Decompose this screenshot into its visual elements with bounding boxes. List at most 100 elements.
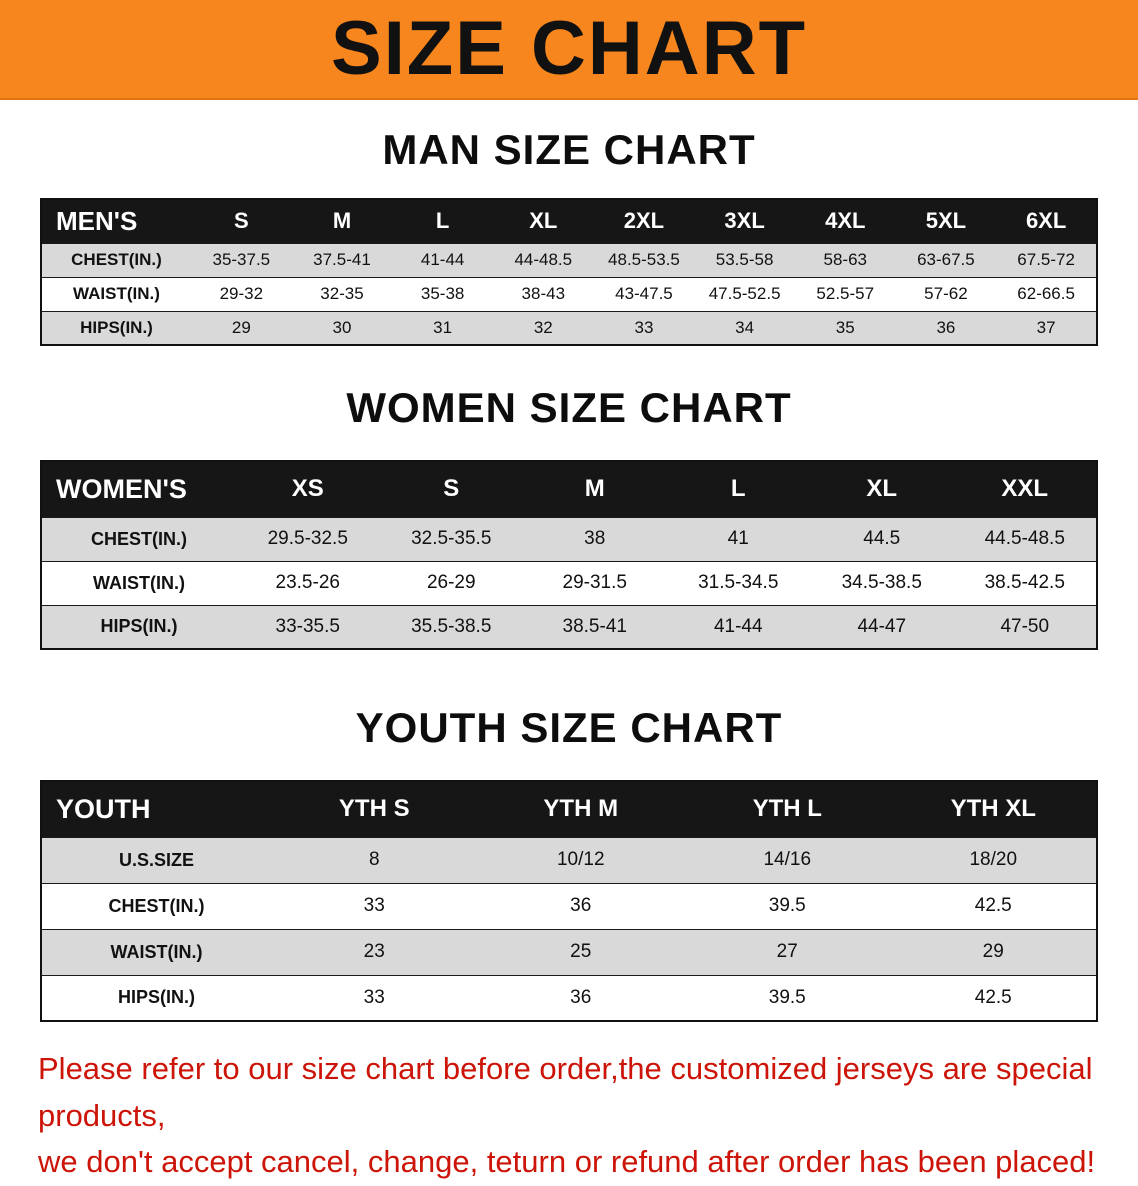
- size-value-cell: 35.5-38.5: [379, 604, 523, 649]
- size-header-cell: 2XL: [593, 199, 695, 243]
- size-header-cell: YTH XL: [890, 781, 1097, 837]
- size-value-cell: 33: [271, 974, 478, 1021]
- size-value-cell: 29: [890, 928, 1097, 975]
- size-value-cell: 32-35: [291, 276, 393, 311]
- size-value-cell: 67.5-72: [996, 242, 1097, 277]
- banner-title: SIZE CHART: [331, 6, 807, 91]
- size-header-cell: S: [379, 461, 523, 517]
- size-value-cell: 47.5-52.5: [694, 276, 795, 311]
- man-size-chart-section: MAN SIZE CHART MEN'S S M L XL 2XL 3XL 4XL 5XL 6XL…: [0, 126, 1138, 346]
- table-row: HIPS(IN.) 29 30 31 32 33 34 35 36 37: [41, 310, 1097, 345]
- size-header-cell: XS: [236, 461, 380, 517]
- size-value-cell: 14/16: [684, 836, 891, 883]
- table-row: WAIST(IN.) 23.5-26 26-29 29-31.5 31.5-34.5 34…: [41, 560, 1097, 605]
- size-value-cell: 38-43: [492, 276, 594, 311]
- row-label-cell: WAIST(IN.): [41, 276, 191, 311]
- size-value-cell: 39.5: [684, 882, 891, 929]
- size-value-cell: 23: [271, 928, 478, 975]
- table-row: CHEST(IN.) 29.5-32.5 32.5-35.5 38 41 44.5 44.5…: [41, 516, 1097, 561]
- size-value-cell: 27: [684, 928, 891, 975]
- size-value-cell: 42.5: [890, 974, 1097, 1021]
- size-value-cell: 34: [694, 310, 795, 345]
- table-row: CHEST(IN.) 33 36 39.5 42.5: [41, 882, 1097, 929]
- women-size-table: WOMEN'S XS S M L XL XXL CHEST(IN.) 29.5-32.5 32.5…: [40, 460, 1098, 650]
- size-value-cell: 35: [794, 310, 896, 345]
- size-value-cell: 29-32: [191, 276, 292, 311]
- table-title-cell: MEN'S: [41, 199, 191, 243]
- size-value-cell: 41-44: [392, 242, 493, 277]
- youth-size-chart-section: YOUTH SIZE CHART YOUTH YTH S YTH M YTH L YTH…: [0, 704, 1138, 1022]
- size-value-cell: 57-62: [895, 276, 997, 311]
- table-row: HIPS(IN.) 33-35.5 35.5-38.5 38.5-41 41-44 44-…: [41, 604, 1097, 649]
- table-row: HIPS(IN.) 33 36 39.5 42.5: [41, 974, 1097, 1021]
- size-value-cell: 33-35.5: [236, 604, 380, 649]
- size-header-cell: XL: [492, 199, 594, 243]
- size-value-cell: 31: [392, 310, 493, 345]
- size-header-cell: 6XL: [996, 199, 1097, 243]
- youth-size-chart-heading: YOUTH SIZE CHART: [355, 704, 783, 751]
- size-value-cell: 58-63: [794, 242, 896, 277]
- table-header-row: WOMEN'S XS S M L XL XXL: [41, 461, 1097, 517]
- row-label-cell: HIPS(IN.): [41, 604, 236, 649]
- size-value-cell: 42.5: [890, 882, 1097, 929]
- size-value-cell: 43-47.5: [593, 276, 695, 311]
- size-header-cell: S: [191, 199, 292, 243]
- size-value-cell: 36: [477, 974, 684, 1021]
- size-value-cell: 44.5: [810, 516, 954, 561]
- size-header-cell: 5XL: [895, 199, 997, 243]
- size-header-cell: YTH S: [271, 781, 478, 837]
- size-value-cell: 41-44: [666, 604, 810, 649]
- table-header-row: YOUTH YTH S YTH M YTH L YTH XL: [41, 781, 1097, 837]
- row-label-cell: WAIST(IN.): [41, 928, 271, 975]
- size-value-cell: 35-38: [392, 276, 493, 311]
- size-value-cell: 37.5-41: [291, 242, 393, 277]
- row-label-cell: U.S.SIZE: [41, 836, 271, 883]
- disclaimer-line-1: Please refer to our size chart before or…: [38, 1051, 1093, 1133]
- size-header-cell: 4XL: [794, 199, 896, 243]
- size-value-cell: 48.5-53.5: [593, 242, 695, 277]
- size-value-cell: 38.5-41: [523, 604, 667, 649]
- size-chart-banner: SIZE CHART: [0, 0, 1138, 100]
- size-value-cell: 29: [191, 310, 292, 345]
- table-row: CHEST(IN.) 35-37.5 37.5-41 41-44 44-48.5 48.5…: [41, 242, 1097, 277]
- size-value-cell: 18/20: [890, 836, 1097, 883]
- size-value-cell: 23.5-26: [236, 560, 380, 605]
- size-header-cell: YTH M: [477, 781, 684, 837]
- size-value-cell: 36: [895, 310, 997, 345]
- size-value-cell: 32.5-35.5: [379, 516, 523, 561]
- row-label-cell: CHEST(IN.): [41, 242, 191, 277]
- size-value-cell: 36: [477, 882, 684, 929]
- row-label-cell: HIPS(IN.): [41, 310, 191, 345]
- size-value-cell: 44-47: [810, 604, 954, 649]
- size-header-cell: XXL: [953, 461, 1097, 517]
- size-value-cell: 52.5-57: [794, 276, 896, 311]
- table-header-row: MEN'S S M L XL 2XL 3XL 4XL 5XL 6XL: [41, 199, 1097, 243]
- size-value-cell: 44-48.5: [492, 242, 594, 277]
- size-value-cell: 37: [996, 310, 1097, 345]
- size-value-cell: 33: [271, 882, 478, 929]
- size-value-cell: 25: [477, 928, 684, 975]
- table-title-cell: YOUTH: [41, 781, 271, 837]
- youth-size-table: YOUTH YTH S YTH M YTH L YTH XL U.S.SIZE 8 10/12…: [40, 780, 1098, 1022]
- table-row: WAIST(IN.) 29-32 32-35 35-38 38-43 43-47.5 47.…: [41, 276, 1097, 311]
- size-value-cell: 38.5-42.5: [953, 560, 1097, 605]
- size-value-cell: 63-67.5: [895, 242, 997, 277]
- size-value-cell: 47-50: [953, 604, 1097, 649]
- table-row: WAIST(IN.) 23 25 27 29: [41, 928, 1097, 975]
- size-value-cell: 30: [291, 310, 393, 345]
- size-value-cell: 35-37.5: [191, 242, 292, 277]
- size-value-cell: 10/12: [477, 836, 684, 883]
- size-value-cell: 8: [271, 836, 478, 883]
- size-header-cell: L: [392, 199, 493, 243]
- size-header-cell: XL: [810, 461, 954, 517]
- size-header-cell: YTH L: [684, 781, 891, 837]
- size-value-cell: 44.5-48.5: [953, 516, 1097, 561]
- table-title-cell: WOMEN'S: [41, 461, 236, 517]
- size-value-cell: 31.5-34.5: [666, 560, 810, 605]
- size-value-cell: 29-31.5: [523, 560, 667, 605]
- disclaimer-text: Please refer to our size chart before or…: [38, 1046, 1100, 1186]
- size-value-cell: 41: [666, 516, 810, 561]
- size-value-cell: 53.5-58: [694, 242, 795, 277]
- man-size-chart-heading: MAN SIZE CHART: [382, 126, 756, 173]
- men-size-table: MEN'S S M L XL 2XL 3XL 4XL 5XL 6XL CHEST(IN.) 35-37…: [40, 198, 1098, 346]
